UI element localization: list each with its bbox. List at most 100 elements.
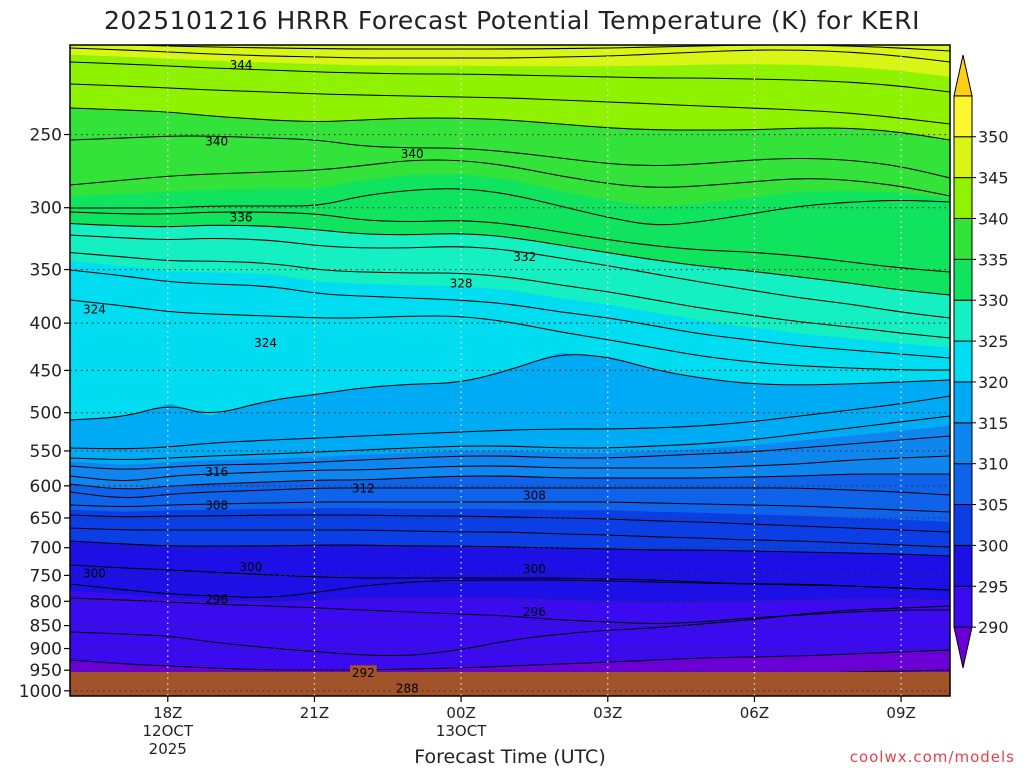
x-tick-label: 09Z bbox=[886, 704, 915, 722]
y-axis: 250 300 350 400 450 500 550 600 650 700 750 800 850 9… bbox=[19, 126, 70, 702]
x-axis-label: Forecast Time (UTC) bbox=[414, 746, 605, 768]
contour-label: 328 bbox=[450, 277, 473, 291]
isentrope-324 bbox=[70, 269, 950, 359]
contour-label: 312 bbox=[352, 481, 375, 495]
y-tick-label: 600 bbox=[30, 477, 62, 497]
x-tick-sublabel: 2025 bbox=[149, 740, 187, 758]
colorbar-swatch bbox=[953, 340, 973, 383]
contour-label: 308 bbox=[523, 489, 546, 503]
chart-title: 2025101216 HRRR Forecast Potential Tempe… bbox=[104, 6, 920, 35]
colorbar-tick-label: 300 bbox=[978, 536, 1009, 555]
colorbar-tick-label: 295 bbox=[978, 577, 1009, 596]
isentrope-330 bbox=[70, 222, 950, 296]
contour-label: 340 bbox=[205, 134, 228, 148]
colorbar-swatch bbox=[953, 299, 973, 342]
x-tick-label: 00Z bbox=[446, 704, 475, 722]
isentrope-308 bbox=[70, 487, 950, 499]
y-tick-label: 850 bbox=[30, 617, 62, 637]
credit-link[interactable]: coolwx.com/models bbox=[850, 748, 1015, 766]
isentrope-312 bbox=[70, 455, 950, 482]
contour-label: 296 bbox=[205, 592, 228, 606]
y-tick-label: 900 bbox=[30, 640, 62, 660]
temperature-bands bbox=[70, 45, 950, 696]
colorbar-tick-label: 305 bbox=[978, 496, 1009, 515]
colorbar-tick-label: 315 bbox=[978, 414, 1009, 433]
isentrope-342 bbox=[70, 83, 950, 125]
contour-label-bg bbox=[349, 665, 377, 679]
isentrope-346 bbox=[70, 47, 950, 63]
colorbar-swatch bbox=[953, 504, 973, 546]
colorbar-swatch bbox=[953, 626, 973, 669]
isentrope-344 bbox=[70, 61, 950, 93]
isentrope-340 bbox=[70, 107, 950, 141]
contour-labels: 344 340 340 336 332 328 324 324 316 312 308 308 300 3… bbox=[83, 58, 546, 695]
y-tick-label: 300 bbox=[30, 199, 62, 219]
colorbar-tick-label: 310 bbox=[978, 455, 1009, 474]
y-tick-label: 800 bbox=[30, 592, 62, 612]
isentrope-326 bbox=[70, 251, 950, 339]
colorbar-swatch bbox=[953, 381, 973, 424]
y-tick-label: 950 bbox=[30, 661, 62, 681]
y-tick-label: 700 bbox=[30, 539, 62, 559]
colorbar: 290 295 300 305 310 315 320 325 330 335 340 345 350 bbox=[953, 54, 1009, 669]
y-tick-label: 400 bbox=[30, 314, 62, 334]
contour-label: 292 bbox=[352, 666, 375, 680]
contour-label: 324 bbox=[254, 336, 277, 350]
y-tick-label: 250 bbox=[30, 126, 62, 146]
contour-label: 324 bbox=[83, 302, 106, 316]
colorbar-tick-label: 345 bbox=[978, 169, 1009, 188]
x-tick-sublabel: 13OCT bbox=[436, 722, 487, 740]
ground-surface bbox=[70, 672, 950, 696]
colorbar-tick-label: 340 bbox=[978, 209, 1009, 228]
y-tick-label: 1000 bbox=[19, 682, 62, 702]
isentrope-292 bbox=[70, 605, 950, 657]
isentrope-310 bbox=[70, 473, 950, 490]
x-tick-label: 21Z bbox=[300, 704, 329, 722]
isentrope-304 bbox=[70, 514, 950, 533]
isentrope-contours bbox=[70, 45, 950, 683]
colorbar-swatch bbox=[953, 177, 973, 219]
colorbar-swatch bbox=[953, 95, 973, 138]
x-tick-label: 06Z bbox=[740, 704, 769, 722]
y-tick-label: 650 bbox=[30, 509, 62, 529]
isentrope-290 bbox=[70, 649, 950, 671]
isentrope-328 bbox=[70, 234, 950, 319]
colorbar-tick-label: 335 bbox=[978, 250, 1009, 269]
isentrope-338 bbox=[70, 135, 950, 179]
colorbar-tick-label: 290 bbox=[978, 618, 1009, 637]
colorbar-tick-label: 350 bbox=[978, 128, 1009, 147]
isentrope-334 bbox=[70, 188, 950, 226]
grid-lines bbox=[70, 45, 950, 696]
contour-label: 344 bbox=[230, 58, 253, 72]
contour-label: 340 bbox=[401, 147, 424, 161]
contour-label: 308 bbox=[205, 498, 228, 512]
isentrope-322 bbox=[70, 299, 950, 371]
contour-label: 300 bbox=[239, 560, 262, 574]
x-tick-sublabel: 12OCT bbox=[143, 722, 194, 740]
contour-label: 336 bbox=[230, 210, 253, 224]
y-tick-label: 350 bbox=[30, 261, 62, 281]
x-tick-label: 03Z bbox=[593, 704, 622, 722]
contour-label-bg bbox=[393, 680, 421, 694]
isentrope-296 bbox=[70, 579, 950, 598]
colorbar-swatch bbox=[953, 136, 973, 179]
y-tick-label: 550 bbox=[30, 442, 62, 462]
colorbar-swatch bbox=[953, 585, 973, 628]
contour-label: 288 bbox=[396, 681, 419, 695]
colorbar-swatch bbox=[953, 217, 973, 260]
isentrope-300 bbox=[70, 540, 950, 557]
colorbar-swatch bbox=[953, 54, 973, 97]
contour-label: 300 bbox=[83, 567, 106, 581]
colorbar-swatch bbox=[953, 422, 973, 465]
isentrope-336 bbox=[70, 159, 950, 197]
contour-label: 300 bbox=[523, 562, 546, 576]
colorbar-swatch bbox=[953, 258, 973, 301]
contour-label: 296 bbox=[523, 605, 546, 619]
y-tick-label: 450 bbox=[30, 361, 62, 381]
isentrope-306 bbox=[70, 501, 950, 513]
colorbar-tick-label: 330 bbox=[978, 291, 1009, 310]
isentrope-302 bbox=[70, 527, 950, 548]
y-tick-label: 750 bbox=[30, 566, 62, 586]
contour-label: 332 bbox=[513, 250, 536, 264]
